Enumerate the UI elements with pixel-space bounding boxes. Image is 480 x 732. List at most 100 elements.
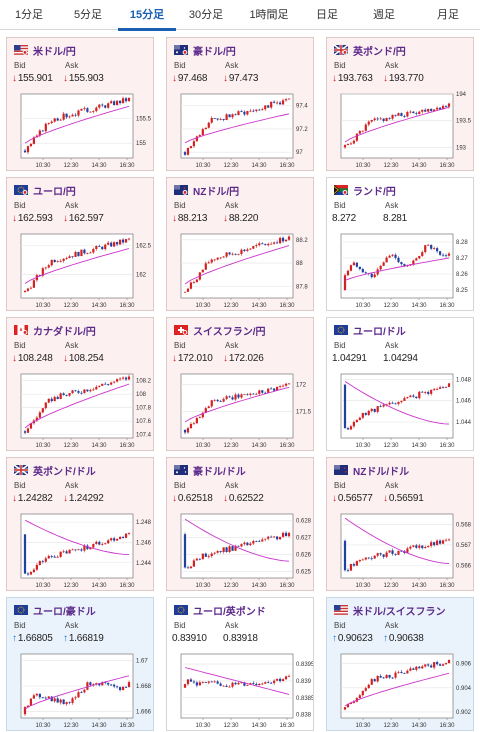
candle-body [77,252,80,257]
candle-body [276,102,279,104]
price-chart[interactable]: 0.568 0.567 0.566 10:30 12:30 14:30 16:30 [333,510,473,590]
pair-name[interactable]: ユーロ/円 [33,187,76,198]
price-chart[interactable]: 194 193.5 193 10:30 12:30 14:30 16:30 [333,90,473,170]
ask-label: Ask [225,201,239,210]
bid-label: Bid [14,341,26,350]
candle-body [186,428,190,433]
candle-body [121,377,125,379]
price-chart[interactable]: 1.67 1.668 1.666 10:30 12:30 14:30 16:30 [13,650,153,730]
pair-name[interactable]: カナダドル/円 [33,327,96,338]
candle-body [436,388,439,390]
candle-body [71,256,74,258]
candle-body [421,109,424,112]
rate-card[interactable]: 英ポンド/円 Bid Ask ↓193.763 ↓193.770 194 193.5 193 1… [326,37,474,171]
candle-body [50,398,53,402]
bid-label: Bid [14,481,26,490]
pair-name[interactable]: ユーロ/ドル [353,327,406,338]
candle-body [349,564,353,571]
candle-body [430,108,433,111]
price-chart[interactable]: 108.2 108 107.8 107.6 107.4 10:30 12:30 14:30 16… [13,370,153,450]
x-tick-label: 10:30 [355,163,371,169]
candle-body [35,417,38,421]
pair-name[interactable]: 英ポンド/ドル [33,467,96,478]
pair-name[interactable]: 米ドル/スイスフラン [353,607,446,618]
ask-value: ↓97.473 [223,73,259,84]
candle-body [107,384,110,385]
rate-card[interactable]: スイスフラン/円 Bid Ask ↓172.010 ↓172.026 172 171.5 10… [166,317,314,451]
bid-value: 8.272 [332,213,357,224]
bid-label: Bid [14,61,26,70]
rate-card[interactable]: ユーロ/円 Bid Ask ↓162.593 ↓162.597 162.5 162 10:30… [6,177,154,311]
tab-4[interactable]: 1時間足 [249,9,289,21]
price-chart[interactable]: 162.5 162 10:30 12:30 14:30 16:30 [13,230,153,310]
candle-body [373,118,376,121]
price-chart[interactable]: 1.048 1.046 1.044 10:30 12:30 14:30 16:30 [333,370,473,450]
rate-card[interactable]: ランド/円 Bid Ask 8.272 8.281 8.28 8.27 8.26 8.25 10:… [326,177,474,311]
candle-body [388,402,391,405]
tab-5[interactable]: 日足 [316,9,338,21]
rate-card[interactable]: 英ポンド/ドル Bid Ask ↓1.24282 ↓1.24292 1.248 1.246 1… [6,457,154,591]
candle-body [98,385,101,387]
pair-name[interactable]: 豪ドル/ドル [193,467,246,478]
rate-card[interactable]: NZドル/円 Bid Ask ↓88.213 ↓88.220 88.2 88 87.8 10:3… [166,177,314,311]
candle-body [240,394,243,398]
rate-card[interactable]: 米ドル/スイスフラン Bid Ask ↑0.90623 ↑0.90638 0.906 0.9… [326,597,474,731]
y-tick-label: 171.5 [296,409,312,415]
price-chart[interactable]: 88.2 88 87.8 10:30 12:30 14:30 16:30 [173,230,313,310]
candle-body [364,688,367,691]
pair-name[interactable]: 英ポンド/円 [353,47,406,58]
chart-svg: 0.568 0.567 0.566 10:30 12:30 14:30 16:30 [340,513,472,589]
candle-body [113,242,116,247]
candle-body [415,113,418,114]
pair-name[interactable]: ユーロ/英ポンド [193,607,266,618]
pair-name[interactable]: ランド/円 [353,187,396,198]
bid-value: ↑1.66805 [12,633,53,644]
rate-card[interactable]: NZドル/ドル Bid Ask ↓0.56577 ↓0.56591 0.568 0.567 0… [326,457,474,591]
candle-body [104,682,107,683]
price-chart[interactable]: 97.4 97.2 97 10:30 12:30 14:30 16:30 [173,90,313,170]
candle-body [195,682,198,686]
candle-body [418,545,421,548]
candle-body [276,536,279,540]
price-chart[interactable]: 0.906 0.904 0.902 10:30 12:30 14:30 16:30 [333,650,473,730]
currency-flag-icon [14,465,28,475]
candle-body [116,379,119,382]
pair-name[interactable]: NZドル/ドル [353,467,410,478]
rate-card[interactable]: ユーロ/英ポンド Bid Ask 0.83910 0.83918 0.8395 0.839 0… [166,597,314,731]
currency-flag-icon [14,605,28,615]
price-chart[interactable]: 0.628 0.627 0.626 0.625 10:30 12:30 14:30 16:30 [173,510,313,590]
pair-name[interactable]: 豪ドル/円 [193,47,236,58]
candle-body [394,114,397,116]
bid-label: Bid [334,481,346,490]
ask-label: Ask [385,481,399,490]
pair-name[interactable]: スイスフラン/円 [193,327,266,338]
candle-body [104,383,107,385]
candle-body [198,135,201,137]
ask-label: Ask [225,621,239,630]
rate-card[interactable]: 豪ドル/円 Bid Ask ↓97.468 ↓97.473 97.4 97.2 97 10:30… [166,37,314,171]
price-chart[interactable]: 1.248 1.246 1.244 10:30 12:30 14:30 16:30 [13,510,153,590]
rate-card[interactable]: 米ドル/円 Bid Ask ↓155.901 ↓155.903 155.5 155 10:30… [6,37,154,171]
rate-card[interactable]: カナダドル/円 Bid Ask ↓108.248 ↓108.254 108.2 108 107… [6,317,154,451]
price-chart[interactable]: 8.28 8.27 8.26 8.25 10:30 12:30 14:30 16:30 [333,230,473,310]
y-tick-label: 107.4 [136,433,152,439]
tab-1[interactable]: 5分足 [73,9,103,21]
price-chart[interactable]: 155.5 155 10:30 12:30 14:30 16:30 [13,90,153,170]
tab-0[interactable]: 1分足 [14,9,44,21]
price-chart[interactable]: 0.8395 0.839 0.8385 0.838 10:30 12:30 14:30 16:… [173,650,313,730]
moving-average-line [184,386,290,423]
tab-7[interactable]: 月足 [437,9,459,21]
candle-body [210,400,213,407]
rate-card[interactable]: ユーロ/ドル Bid Ask 1.04291 1.04294 1.048 1.046 1.04… [326,317,474,451]
rate-card[interactable]: 豪ドル/ドル Bid Ask ↓0.62518 ↓0.62522 0.628 0.627 0.… [166,457,314,591]
candle-body [228,396,231,398]
pair-name[interactable]: 米ドル/円 [33,47,76,58]
pair-name[interactable]: ユーロ/豪ドル [33,607,96,618]
price-chart[interactable]: 172 171.5 10:30 12:30 14:30 16:30 [173,370,313,450]
tab-2[interactable]: 15分足 [118,0,176,31]
candle-body [278,536,282,540]
rate-card[interactable]: ユーロ/豪ドル Bid Ask ↑1.66805 ↑1.66819 1.67 1.668 1.… [6,597,154,731]
tab-3[interactable]: 30分足 [188,9,224,21]
pair-name[interactable]: NZドル/円 [193,187,240,198]
tab-6[interactable]: 週足 [373,9,395,21]
